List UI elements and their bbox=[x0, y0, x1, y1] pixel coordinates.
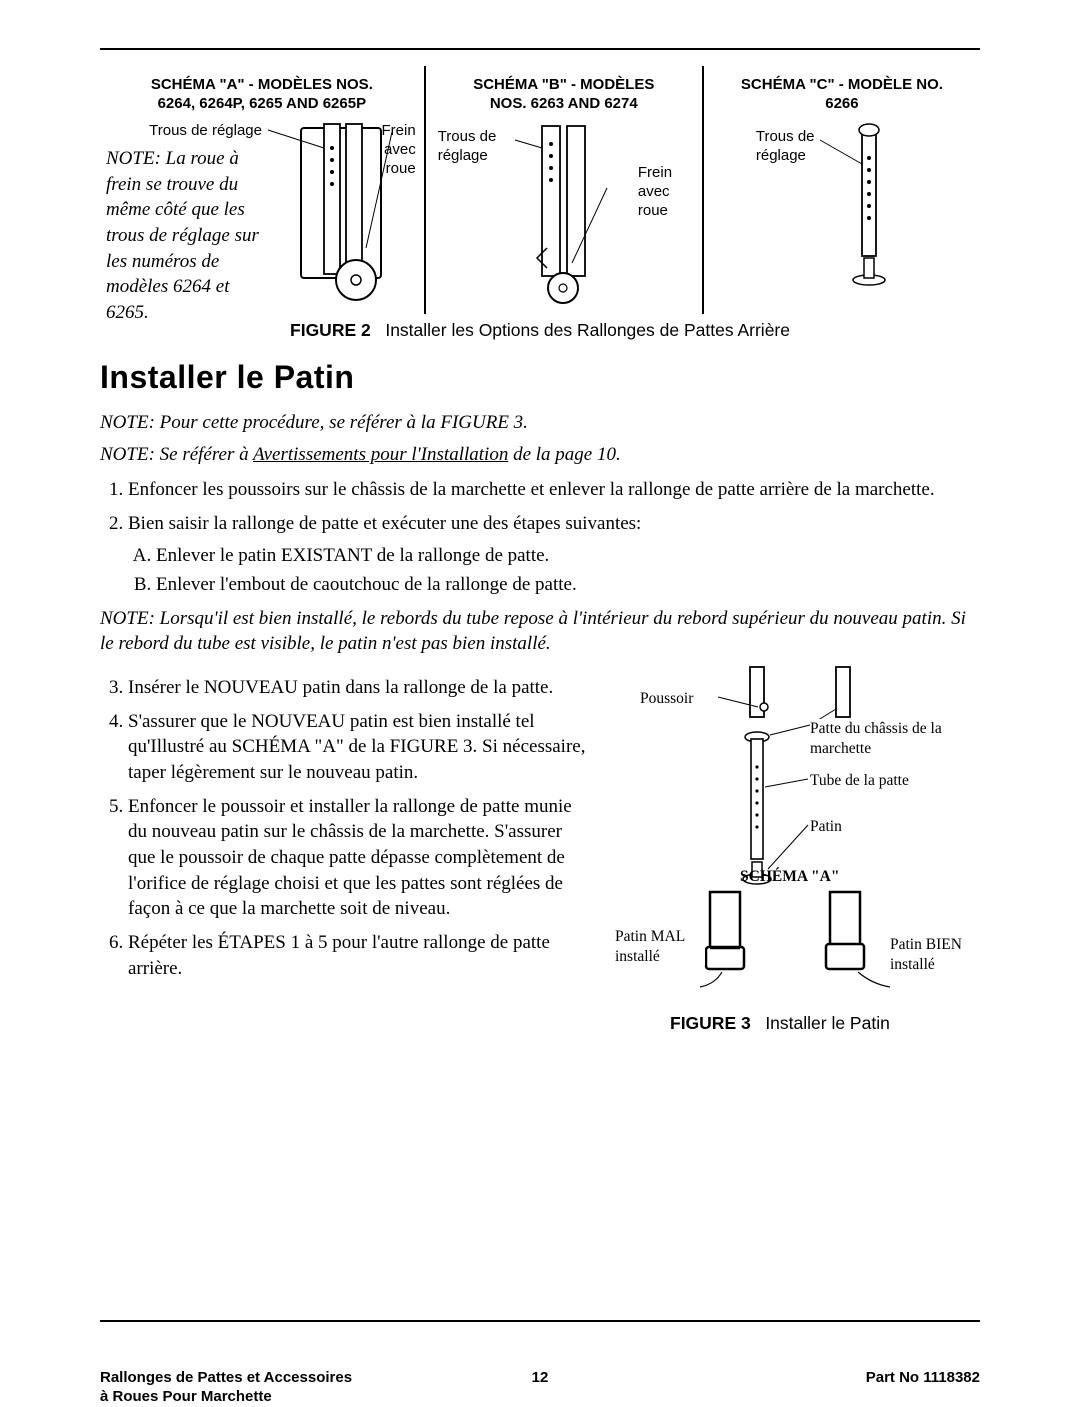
figure3-caption: FIGURE 3 Installer le Patin bbox=[670, 1012, 890, 1036]
figure3-patin: Patin bbox=[810, 817, 842, 836]
schema-a-title-line2: 6264, 6264P, 6265 AND 6265P bbox=[158, 95, 367, 112]
figure3: Poussoir Patte du châssis de la marchett… bbox=[610, 667, 980, 1047]
steps-list: Enfoncer les poussoirs sur le châssis de… bbox=[100, 477, 980, 598]
note1: NOTE: Pour cette procédure, se référer à… bbox=[100, 410, 980, 436]
schema-a-label-trous: Trous de réglage bbox=[142, 122, 262, 141]
note3: NOTE: Lorsqu'il est bien installé, le re… bbox=[100, 606, 980, 657]
bottom-rule bbox=[100, 1320, 980, 1322]
step-2b: Enlever l'embout de caoutchouc de la ral… bbox=[156, 572, 980, 598]
step-6: Répéter les ÉTAPES 1 à 5 pour l'autre ra… bbox=[128, 930, 590, 981]
section-title: Installer le Patin bbox=[100, 359, 980, 396]
footer-left-2: à Roues Pour Marchette bbox=[100, 1388, 272, 1405]
figure3-patte: Patte du châssis de la marchette bbox=[810, 719, 960, 758]
step-2-sub: Enlever le patin EXISTANT de la rallonge… bbox=[128, 543, 980, 598]
schema-c-title-line1: SCHÉMA "C" - MODÈLE NO. bbox=[741, 76, 943, 93]
figure3-bien: Patin BIEN installé bbox=[890, 935, 980, 974]
schema-c-title: SCHÉMA "C" - MODÈLE NO. 6266 bbox=[710, 76, 974, 116]
schema-b-label-trous: Trous de réglage bbox=[438, 128, 518, 166]
figure2-text: Installer les Options des Rallonges de P… bbox=[385, 320, 790, 340]
figure3-mal: Patin MAL installé bbox=[615, 927, 705, 966]
step-2: Bien saisir la rallonge de patte et exéc… bbox=[128, 511, 980, 598]
schema-b-diagram: Trous de réglage Frein avec roue bbox=[432, 124, 696, 314]
figure3-text: Installer le Patin bbox=[765, 1013, 890, 1033]
schema-a-title: SCHÉMA "A" - MODÈLES NOS. 6264, 6264P, 6… bbox=[106, 76, 418, 116]
step-2a: Enlever le patin EXISTANT de la rallonge… bbox=[156, 543, 980, 569]
step-2-text: Bien saisir la rallonge de patte et exéc… bbox=[128, 513, 641, 534]
footer-center: 12 bbox=[100, 1369, 980, 1386]
left-col: Insérer le NOUVEAU patin dans la rallong… bbox=[100, 667, 590, 1047]
schema-b-title: SCHÉMA "B" - MODÈLES NOS. 6263 AND 6274 bbox=[432, 76, 696, 116]
note2-c: de la page 10. bbox=[508, 444, 620, 465]
figure2-label: FIGURE 2 bbox=[290, 320, 371, 340]
schema-c: SCHÉMA "C" - MODÈLE NO. 6266 Trous de ré… bbox=[702, 66, 980, 314]
step-5: Enfoncer le poussoir et installer la ral… bbox=[128, 794, 590, 922]
page: SCHÉMA "A" - MODÈLES NOS. 6264, 6264P, 6… bbox=[0, 0, 1080, 1397]
schema-c-title-line2: 6266 bbox=[825, 95, 858, 112]
schema-a-title-line1: SCHÉMA "A" - MODÈLES NOS. bbox=[151, 76, 373, 93]
schema-b: SCHÉMA "B" - MODÈLES NOS. 6263 AND 6274 … bbox=[424, 66, 702, 314]
note2-b: Avertissements pour l'Installation bbox=[253, 444, 508, 465]
schema-c-svg bbox=[810, 118, 930, 303]
schema-b-svg bbox=[517, 118, 637, 303]
right-col: Poussoir Patte du châssis de la marchett… bbox=[610, 667, 980, 1047]
steps-list-2: Insérer le NOUVEAU patin dans la rallong… bbox=[100, 675, 590, 981]
figure3-tube: Tube de la patte bbox=[810, 771, 960, 790]
schema-row: SCHÉMA "A" - MODÈLES NOS. 6264, 6264P, 6… bbox=[100, 66, 980, 314]
figure3-schema-a: SCHÉMA "A" bbox=[740, 867, 839, 888]
schema-b-label-frein: Frein avec roue bbox=[638, 164, 688, 220]
schema-a-diagram: NOTE: La roue à frein se trouve du même … bbox=[106, 124, 418, 314]
figure3-poussoir: Poussoir bbox=[640, 689, 693, 708]
step-1: Enfoncer les poussoirs sur le châssis de… bbox=[128, 477, 980, 503]
body: NOTE: Pour cette procédure, se référer à… bbox=[100, 410, 980, 1047]
figure3-label: FIGURE 3 bbox=[670, 1013, 751, 1033]
note2: NOTE: Se référer à Avertissements pour l… bbox=[100, 442, 980, 468]
step-3: Insérer le NOUVEAU patin dans la rallong… bbox=[128, 675, 590, 701]
schema-a: SCHÉMA "A" - MODÈLES NOS. 6264, 6264P, 6… bbox=[100, 66, 424, 314]
step-4: S'assurer que le NOUVEAU patin est bien … bbox=[128, 709, 590, 786]
schema-a-svg bbox=[266, 118, 416, 298]
schema-a-note: NOTE: La roue à frein se trouve du même … bbox=[106, 146, 270, 325]
schema-b-title-line1: SCHÉMA "B" - MODÈLES bbox=[473, 76, 654, 93]
schema-b-title-line2: NOS. 6263 AND 6274 bbox=[490, 95, 638, 112]
schema-c-diagram: Trous de réglage bbox=[710, 124, 974, 314]
note2-a: NOTE: Se référer à bbox=[100, 444, 253, 465]
footer-right: Part No 1118382 bbox=[866, 1369, 980, 1386]
top-rule bbox=[100, 48, 980, 50]
two-col: Insérer le NOUVEAU patin dans la rallong… bbox=[100, 667, 980, 1047]
